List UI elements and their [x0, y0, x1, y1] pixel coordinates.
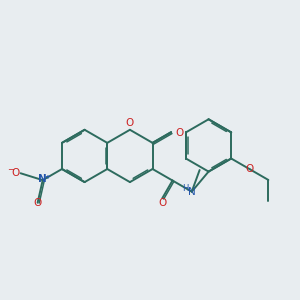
Text: H: H [182, 184, 188, 193]
Text: N: N [188, 187, 196, 196]
Text: −: − [8, 165, 15, 174]
Text: +: + [44, 174, 50, 180]
Text: O: O [34, 198, 42, 208]
Text: O: O [175, 128, 183, 138]
Text: O: O [246, 164, 254, 174]
Text: O: O [11, 168, 20, 178]
Text: O: O [126, 118, 134, 128]
Text: O: O [158, 198, 166, 208]
Text: N: N [38, 174, 47, 184]
